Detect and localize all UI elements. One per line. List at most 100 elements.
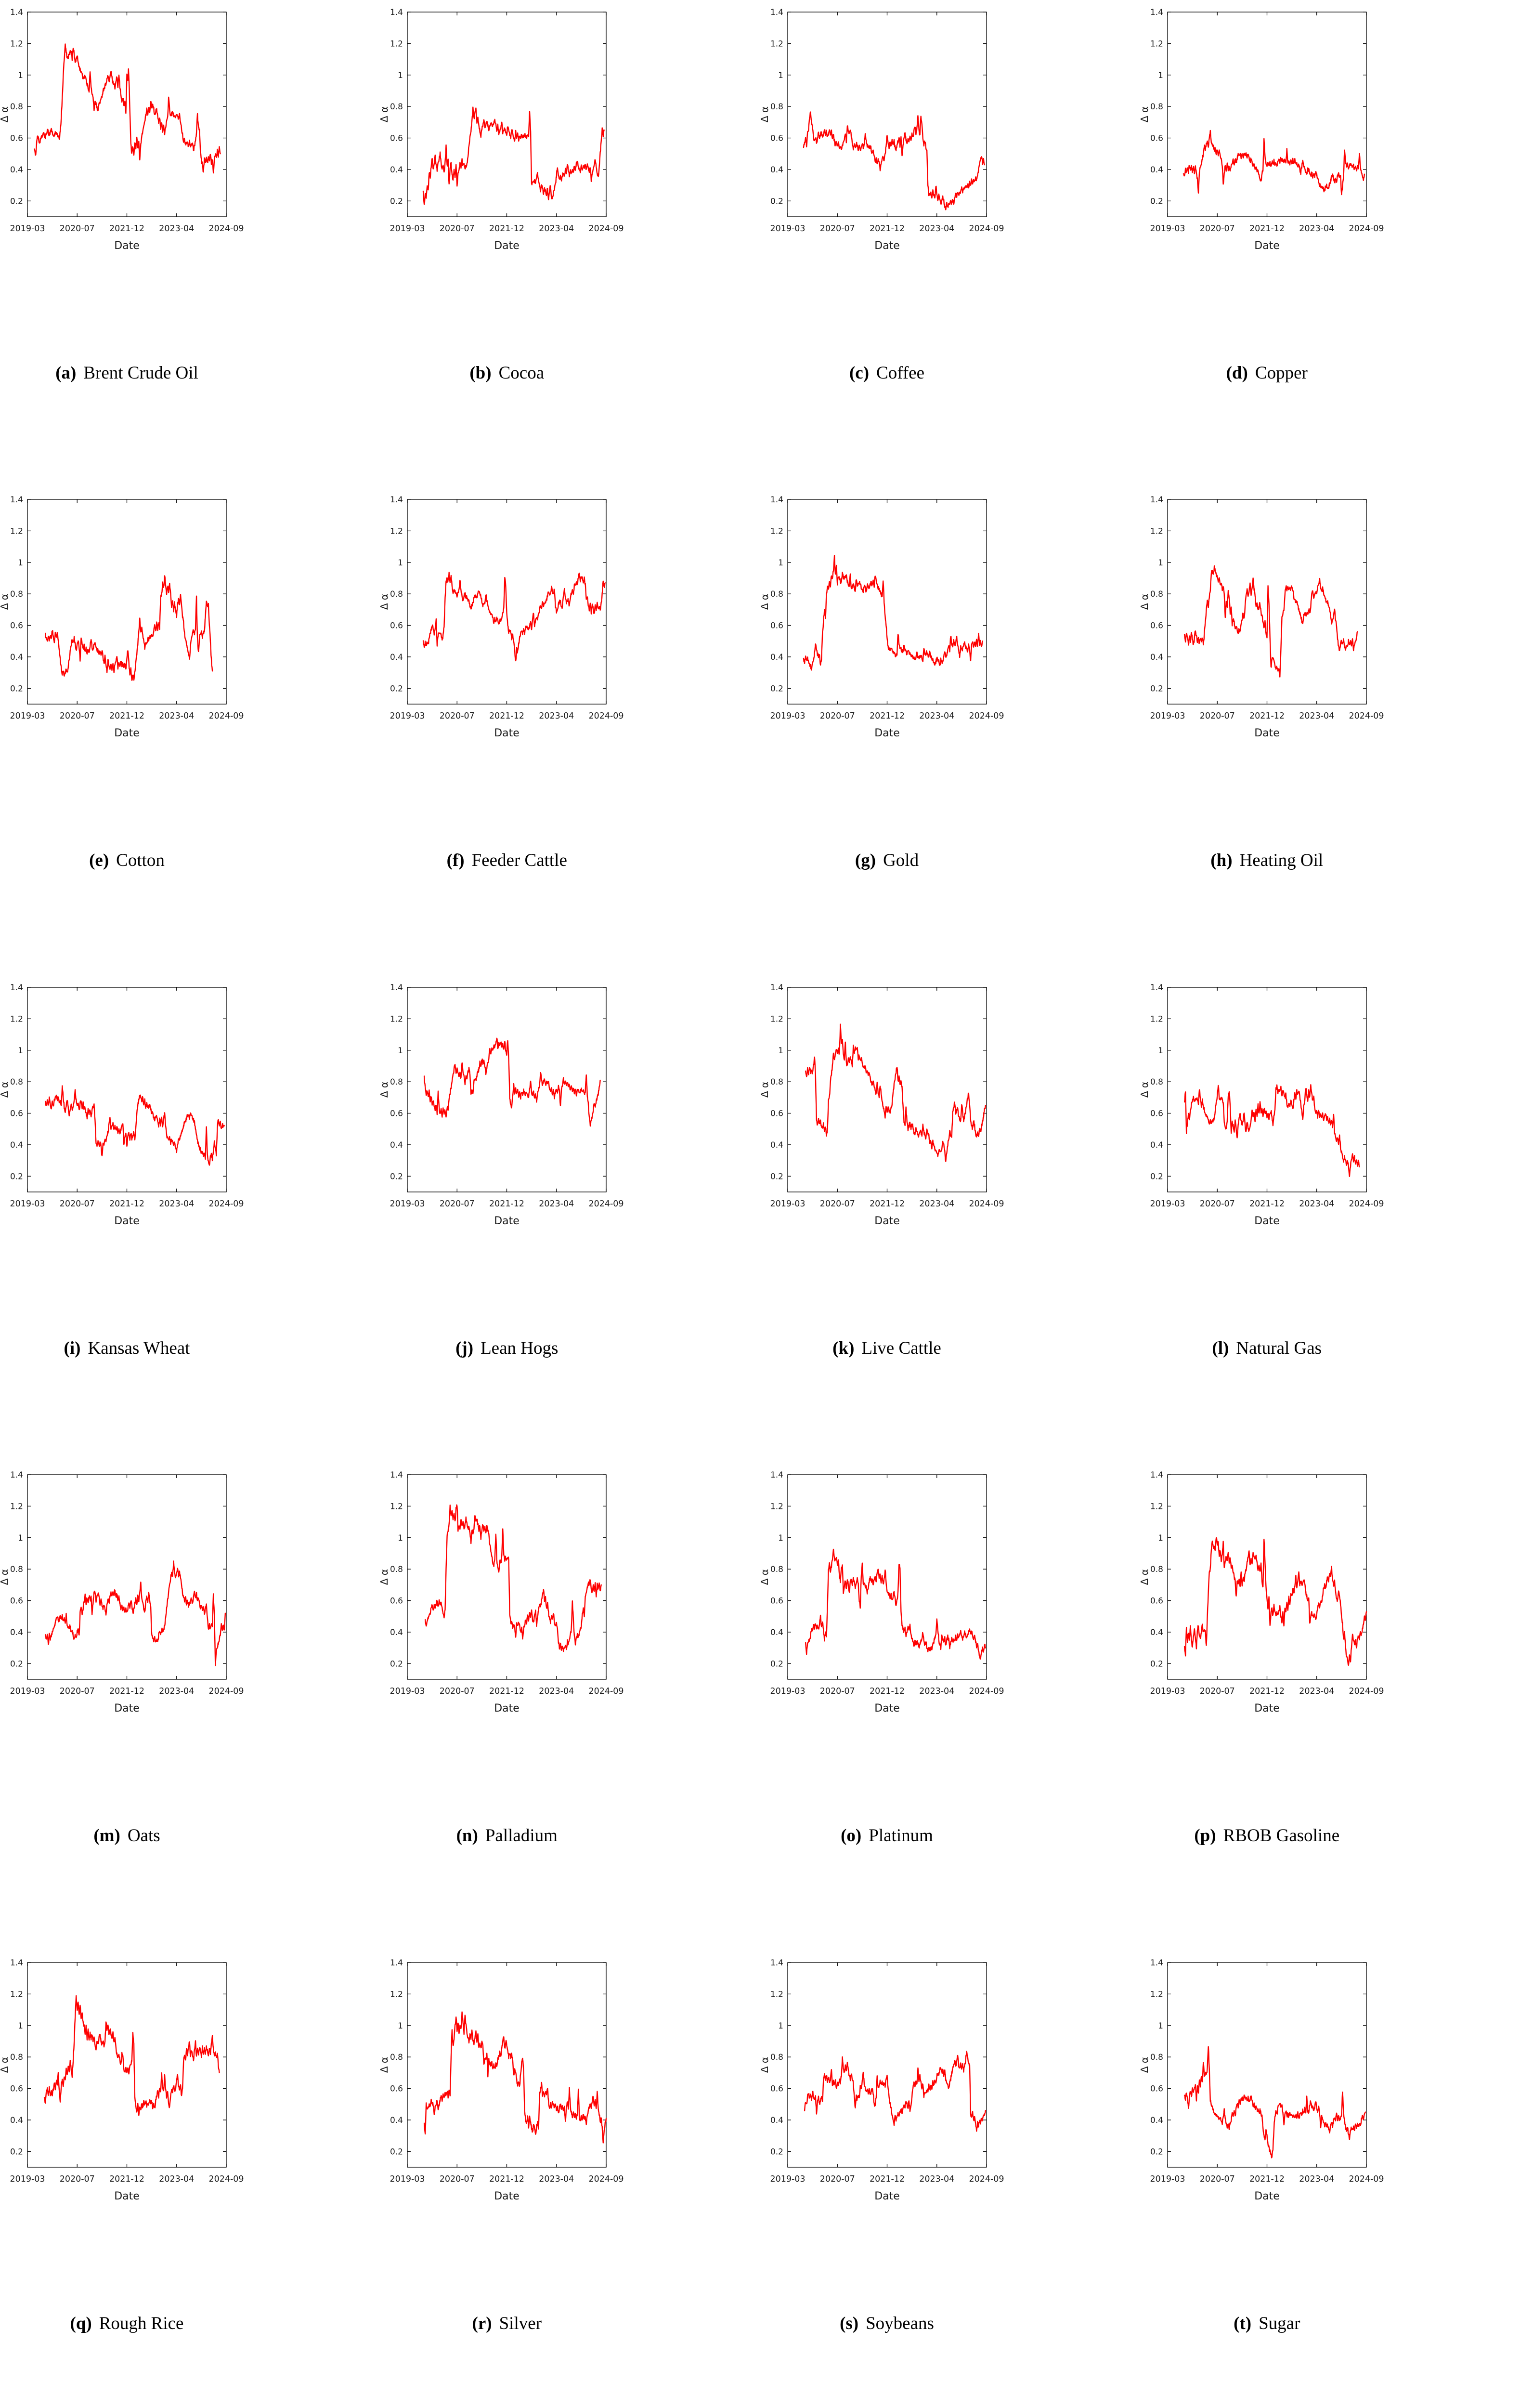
y-tick-label: 0.2 <box>390 1659 403 1669</box>
x-tick-label: 2023-04 <box>159 1199 194 1209</box>
chart-canvas: 0.2 0.4 0.6 0.8 1 1.2 1.4 2019-03 2020-07 2021-12… <box>1140 983 1384 1227</box>
x-tick-label: 2020-07 <box>1199 2174 1234 2184</box>
y-tick-label: 1 <box>1158 71 1163 80</box>
x-tick-label: 2020-07 <box>60 1687 95 1696</box>
x-tick-label: 2023-04 <box>539 224 574 234</box>
series-line <box>34 43 221 174</box>
caption-title: Natural Gas <box>1236 1338 1322 1358</box>
x-tick-label: 2019-03 <box>10 224 45 234</box>
y-tick-label: 1.2 <box>770 1014 783 1024</box>
x-tick-label: 2023-04 <box>919 1687 954 1696</box>
chart-canvas: 0.2 0.4 0.6 0.8 1 1.2 1.4 2019-03 2020-07 2021-12… <box>380 1958 624 2202</box>
y-tick-label: 0.8 <box>770 102 783 112</box>
y-axis-label: Δ α <box>760 594 770 610</box>
series-line <box>424 1037 601 1127</box>
y-tick-label: 1.4 <box>1150 1470 1163 1480</box>
y-axis-label: Δ α <box>0 594 10 610</box>
x-tick-label: 2021-12 <box>1249 2174 1285 2184</box>
caption-letter: (c) <box>849 363 870 383</box>
chart-canvas: 0.2 0.4 0.6 0.8 1 1.2 1.4 2019-03 2020-07 2021-12… <box>760 495 1004 739</box>
y-tick-label: 1.4 <box>770 983 783 993</box>
x-tick-label: 2020-07 <box>1199 224 1234 234</box>
series-line <box>803 111 985 210</box>
x-tick-label: 2024-09 <box>208 711 244 721</box>
x-tick-label: 2023-04 <box>919 224 954 234</box>
y-tick-label: 1.2 <box>390 1989 403 1999</box>
x-tick-label: 2021-12 <box>109 1687 144 1696</box>
caption-letter: (f) <box>446 851 465 871</box>
caption-title: Cotton <box>116 851 165 871</box>
x-tick-label: 2020-07 <box>60 2174 95 2184</box>
y-tick-label: 1.4 <box>770 8 783 17</box>
y-tick-label: 0.2 <box>770 684 783 694</box>
x-tick-label: 2021-12 <box>109 711 144 721</box>
x-tick-label: 2019-03 <box>1150 224 1185 234</box>
y-tick-label: 1.2 <box>10 1014 23 1024</box>
x-tick-label: 2024-09 <box>969 224 1004 234</box>
x-axis-label: Date <box>494 1215 520 1227</box>
y-tick-label: 1 <box>778 1046 783 1056</box>
y-tick-label: 0.8 <box>390 102 403 112</box>
y-tick-label: 0.8 <box>1150 590 1163 600</box>
caption-letter: (e) <box>89 851 109 871</box>
x-tick-label: 2024-09 <box>208 2174 244 2184</box>
subplot-caption: (d) Copper <box>1140 363 1394 383</box>
subplot: 0.2 0.4 0.6 0.8 1 1.2 1.4 2019-03 2020-07 2021-12… <box>760 1463 1140 1950</box>
y-tick-label: 0.8 <box>390 2053 403 2062</box>
series-line <box>804 2050 986 2132</box>
x-tick-label: 2019-03 <box>390 1199 425 1209</box>
x-tick-label: 2024-09 <box>1349 711 1384 721</box>
y-tick-label: 0.8 <box>770 2053 783 2062</box>
x-tick-label: 2019-03 <box>390 711 425 721</box>
y-tick-label: 0.8 <box>390 1565 403 1574</box>
y-tick-label: 0.8 <box>10 2053 23 2062</box>
subplot: 0.2 0.4 0.6 0.8 1 1.2 1.4 2019-03 2020-07 2021-12… <box>380 1463 760 1950</box>
subplot-caption: (g) Gold <box>760 850 1014 871</box>
x-tick-label: 2024-09 <box>589 224 624 234</box>
y-tick-label: 1.4 <box>10 983 23 993</box>
x-tick-label: 2024-09 <box>1349 2174 1384 2184</box>
subplot-caption: (s) Soybeans <box>760 2313 1014 2334</box>
caption-letter: (g) <box>855 851 876 871</box>
y-tick-label: 1.4 <box>770 495 783 505</box>
x-tick-label: 2024-09 <box>969 1687 1004 1696</box>
caption-title: Oats <box>127 1826 160 1846</box>
y-tick-label: 1.2 <box>770 39 783 49</box>
y-tick-label: 0.2 <box>10 684 23 694</box>
subplot: 0.2 0.4 0.6 0.8 1 1.2 1.4 2019-03 2020-07 2021-12… <box>380 975 760 1463</box>
caption-title: Gold <box>883 851 919 871</box>
subplot-caption: (q) Rough Rice <box>0 2313 254 2334</box>
y-axis-label: Δ α <box>0 2056 10 2072</box>
subplot: 0.2 0.4 0.6 0.8 1 1.2 1.4 2019-03 2020-07 2021-12… <box>0 975 380 1463</box>
plot-box <box>407 1474 607 1680</box>
x-tick-label: 2019-03 <box>10 1687 45 1696</box>
y-tick-label: 1 <box>778 71 783 80</box>
x-tick-label: 2019-03 <box>1150 1199 1185 1209</box>
caption-title: Palladium <box>485 1826 558 1846</box>
y-axis-label: Δ α <box>0 1569 10 1585</box>
y-tick-label: 0.8 <box>1150 1565 1163 1574</box>
y-tick-label: 1.2 <box>10 1989 23 1999</box>
caption-title: Coffee <box>876 363 925 383</box>
x-tick-label: 2024-09 <box>589 1687 624 1696</box>
x-tick-label: 2023-04 <box>919 711 954 721</box>
caption-letter: (q) <box>70 2313 92 2333</box>
subplot: 0.2 0.4 0.6 0.8 1 1.2 1.4 2019-03 2020-07 2021-12… <box>760 487 1140 975</box>
x-tick-label: 2024-09 <box>1349 224 1384 234</box>
y-tick-label: 0.6 <box>770 621 783 631</box>
subplot: 0.2 0.4 0.6 0.8 1 1.2 1.4 2019-03 2020-07 2021-12… <box>380 487 760 975</box>
caption-letter: (k) <box>832 1338 855 1358</box>
series-line <box>425 1504 602 1652</box>
x-tick-label: 2021-12 <box>869 1199 904 1209</box>
y-axis-label: Δ α <box>380 106 390 122</box>
y-tick-label: 1 <box>398 2021 403 2030</box>
x-axis-label: Date <box>494 1702 520 1714</box>
plot-box <box>787 987 987 1192</box>
x-tick-label: 2021-12 <box>869 1687 904 1696</box>
y-tick-label: 0.2 <box>10 1172 23 1181</box>
caption-letter: (l) <box>1212 1338 1229 1358</box>
y-tick-label: 0.6 <box>390 1109 403 1118</box>
chart-canvas: 0.2 0.4 0.6 0.8 1 1.2 1.4 2019-03 2020-07 2021-12… <box>380 8 624 252</box>
x-tick-label: 2023-04 <box>1299 1687 1334 1696</box>
y-tick-label: 0.6 <box>10 134 23 144</box>
